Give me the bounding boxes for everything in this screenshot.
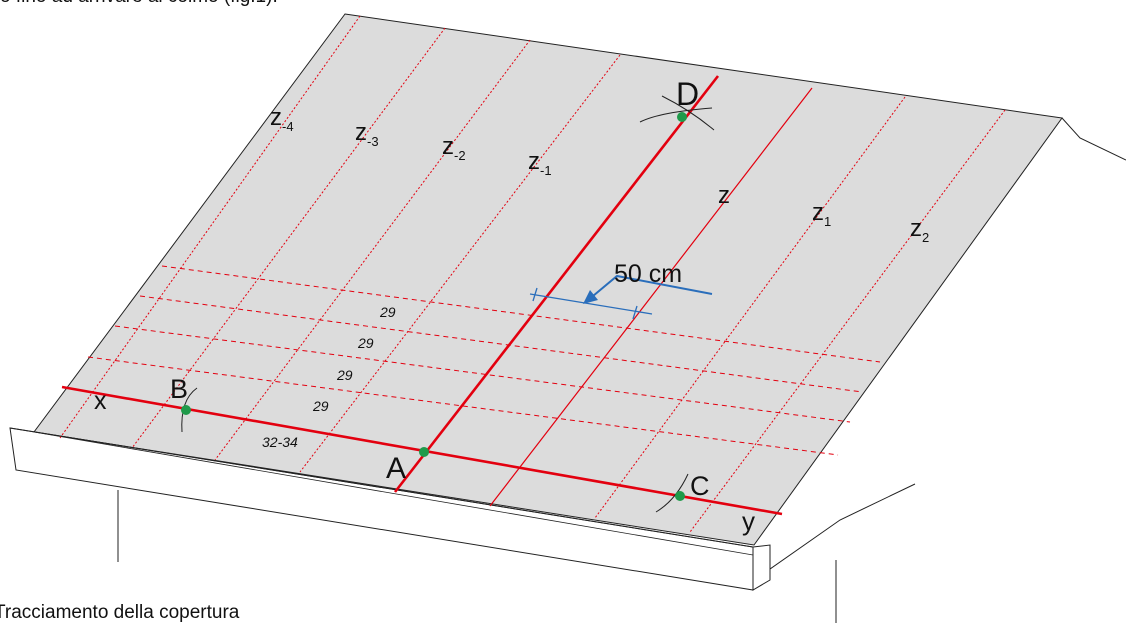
- label-row-spacing: 32-34: [262, 434, 298, 450]
- dashed-row: [87, 356, 839, 456]
- label-point-a: A: [386, 452, 406, 485]
- roof-structure: [117, 117, 1126, 623]
- label-measure: 50 cm: [614, 260, 682, 288]
- points: [181, 112, 687, 501]
- label-z: z: [718, 182, 730, 209]
- label-point-b: B: [170, 374, 188, 404]
- measure-tick: [532, 287, 538, 302]
- label-z-minus2: z-2: [442, 133, 466, 163]
- label-row-spacing: 29: [379, 304, 396, 320]
- label-point-d: D: [676, 76, 699, 112]
- point-a: [419, 447, 429, 457]
- figure-caption: Tracciamento della copertura: [0, 602, 240, 623]
- compass-arcs: [181, 95, 715, 513]
- measure-line: [529, 293, 653, 315]
- dashed-row: [114, 325, 851, 423]
- arc-c: [655, 473, 689, 513]
- label-row-spacing: 29: [336, 367, 353, 383]
- eave-board-inner: [33, 431, 754, 556]
- dotted-line: [131, 27, 446, 449]
- point-d: [677, 112, 687, 122]
- point-c: [675, 491, 685, 501]
- gable-lower: [749, 483, 916, 584]
- measure-tick: [632, 305, 638, 320]
- line-z: [489, 87, 813, 507]
- arc-d1: [639, 107, 713, 123]
- label-z-minus1: z-1: [528, 148, 552, 178]
- dashed-rows: [87, 265, 881, 456]
- label-axis-x: x: [94, 387, 107, 415]
- dotted-line: [214, 39, 531, 461]
- measure-arrow-head: [583, 290, 598, 304]
- label-z-2: z2: [910, 215, 929, 245]
- label-z-1: z1: [812, 199, 831, 229]
- measure-leader: [592, 274, 713, 297]
- eave-board-top: [9, 427, 754, 548]
- arc-d2: [661, 95, 715, 131]
- label-row-spacing: 29: [312, 398, 329, 414]
- eave-board-end: [752, 544, 771, 591]
- dotted-verticals: [59, 15, 1006, 533]
- dashed-row: [139, 295, 863, 393]
- label-row-spacing: 29: [357, 335, 374, 351]
- line-ad: [393, 75, 720, 493]
- label-z-minus4: z-4: [270, 104, 294, 134]
- roof-plane: [33, 13, 1063, 546]
- arc-b: [181, 387, 198, 433]
- vertical-labels: z-4 z-3 z-2 z-1 z z1 z2: [270, 104, 929, 245]
- dotted-line: [594, 96, 906, 519]
- dashed-row: [161, 265, 881, 363]
- label-axis-y: y: [742, 506, 755, 536]
- label-point-c: C: [690, 471, 710, 501]
- label-z-minus3: z-3: [355, 119, 379, 149]
- measure-50cm: [529, 274, 713, 320]
- gable-right: [1061, 117, 1126, 161]
- top-text: o fino ad arrivare al colmo (fig.1).: [0, 0, 278, 8]
- point-b: [181, 405, 191, 415]
